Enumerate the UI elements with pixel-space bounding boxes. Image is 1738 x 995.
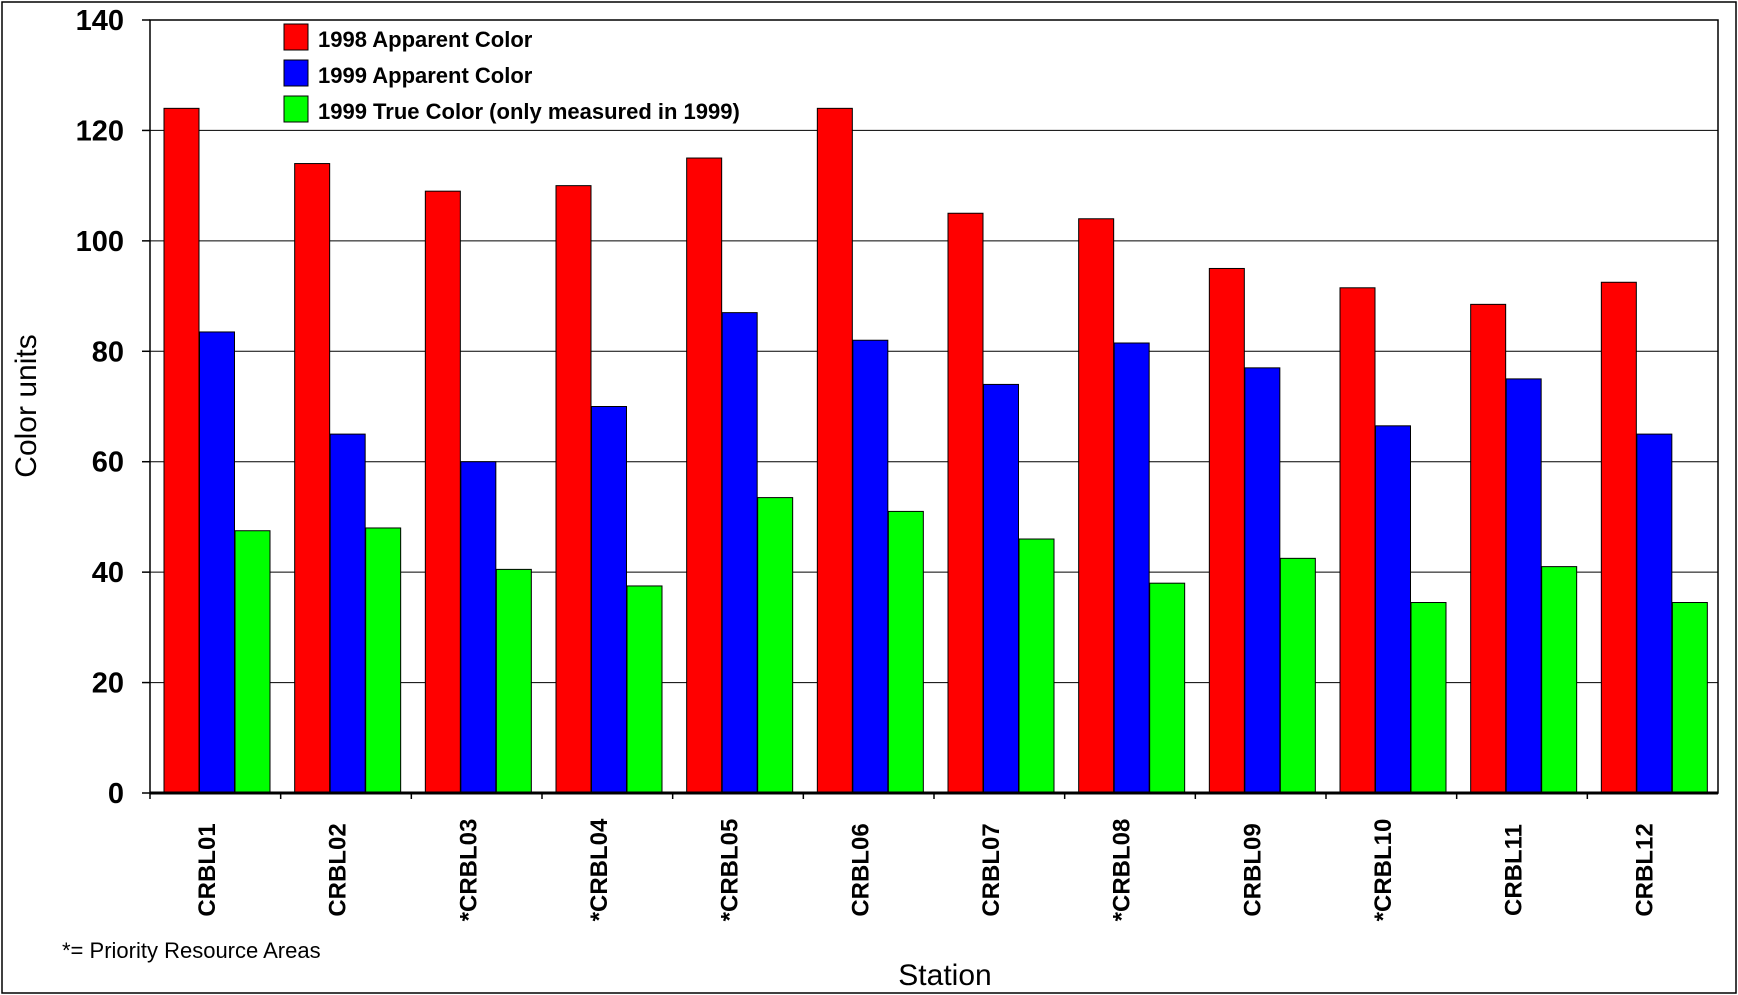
legend-swatch-1998-apparent [283,23,309,51]
bar [591,406,627,794]
bar [1339,287,1376,794]
y-tick-label: 40 [92,557,124,589]
bar [460,461,497,794]
x-tick-label: CRBL11 [1501,824,1528,916]
bar [816,107,853,794]
y-tick-label: 0 [108,778,124,810]
bar [1541,566,1578,794]
bar [199,331,235,794]
x-tick-label: *CRBL10 [1370,819,1397,922]
legend-label-1998-apparent: 1998 Apparent Color [318,27,533,52]
bar [1208,267,1245,794]
y-tick-label: 140 [76,5,124,37]
bar [686,157,723,794]
y-axis-title: Color units [10,334,43,477]
legend: 1998 Apparent Color 1999 Apparent Color … [283,23,740,124]
footnote: *= Priority Resource Areas [62,938,321,963]
bar [1279,557,1316,794]
bar [365,527,402,794]
bar [1078,218,1115,794]
bar [887,510,924,794]
y-axis-ticks: 0 20 40 60 80 100 120 140 [76,5,150,810]
legend-label-1999-apparent: 1999 Apparent Color [318,63,533,88]
bar [1671,602,1708,794]
x-axis-ticks: CRBL01 CRBL02 *CRBL03 *CRBL04 *CRBL05 CRBL06 C… [149,793,1658,922]
bar [721,312,758,794]
bars [163,107,1708,794]
grid-lines [150,129,1718,684]
y-tick-label: 100 [76,226,124,258]
bar [234,530,271,794]
y-tick-label: 120 [76,115,124,147]
bar [163,107,200,794]
bar [555,185,592,794]
y-tick-label: 20 [92,668,124,700]
x-tick-label: CRBL07 [978,823,1005,916]
bar [626,585,663,794]
bar [1244,367,1281,794]
bar [1636,433,1673,794]
legend-swatch-1999-apparent [283,59,309,87]
legend-swatch-1999-true [283,95,309,123]
x-tick-label: *CRBL05 [717,819,744,922]
x-tick-label: CRBL06 [847,823,874,916]
bar [495,568,532,794]
x-tick-label: CRBL02 [325,823,352,916]
bar [1505,378,1542,794]
y-tick-label: 60 [92,447,124,479]
bar [947,212,984,794]
bar [294,163,331,794]
bar [757,497,794,794]
legend-label-1999-true: 1999 True Color (only measured in 1999) [318,99,740,124]
bar [983,383,1019,794]
bar [1018,538,1055,794]
x-tick-label: *CRBL03 [455,819,482,922]
bar [1375,425,1411,794]
x-tick-label: CRBL12 [1631,823,1658,916]
bar [1600,281,1637,794]
y-tick-label: 80 [92,336,124,368]
x-tick-label: CRBL01 [194,823,221,916]
bar [1149,582,1186,794]
bar [1470,303,1507,794]
bar [329,433,366,794]
x-tick-label: CRBL09 [1239,823,1266,916]
x-tick-label: *CRBL04 [586,818,613,921]
x-tick-label: *CRBL08 [1109,819,1136,922]
bar [424,190,461,794]
x-axis-title: Station [898,959,991,992]
bar [1410,602,1447,794]
bar [1113,342,1150,794]
bar [852,339,889,794]
